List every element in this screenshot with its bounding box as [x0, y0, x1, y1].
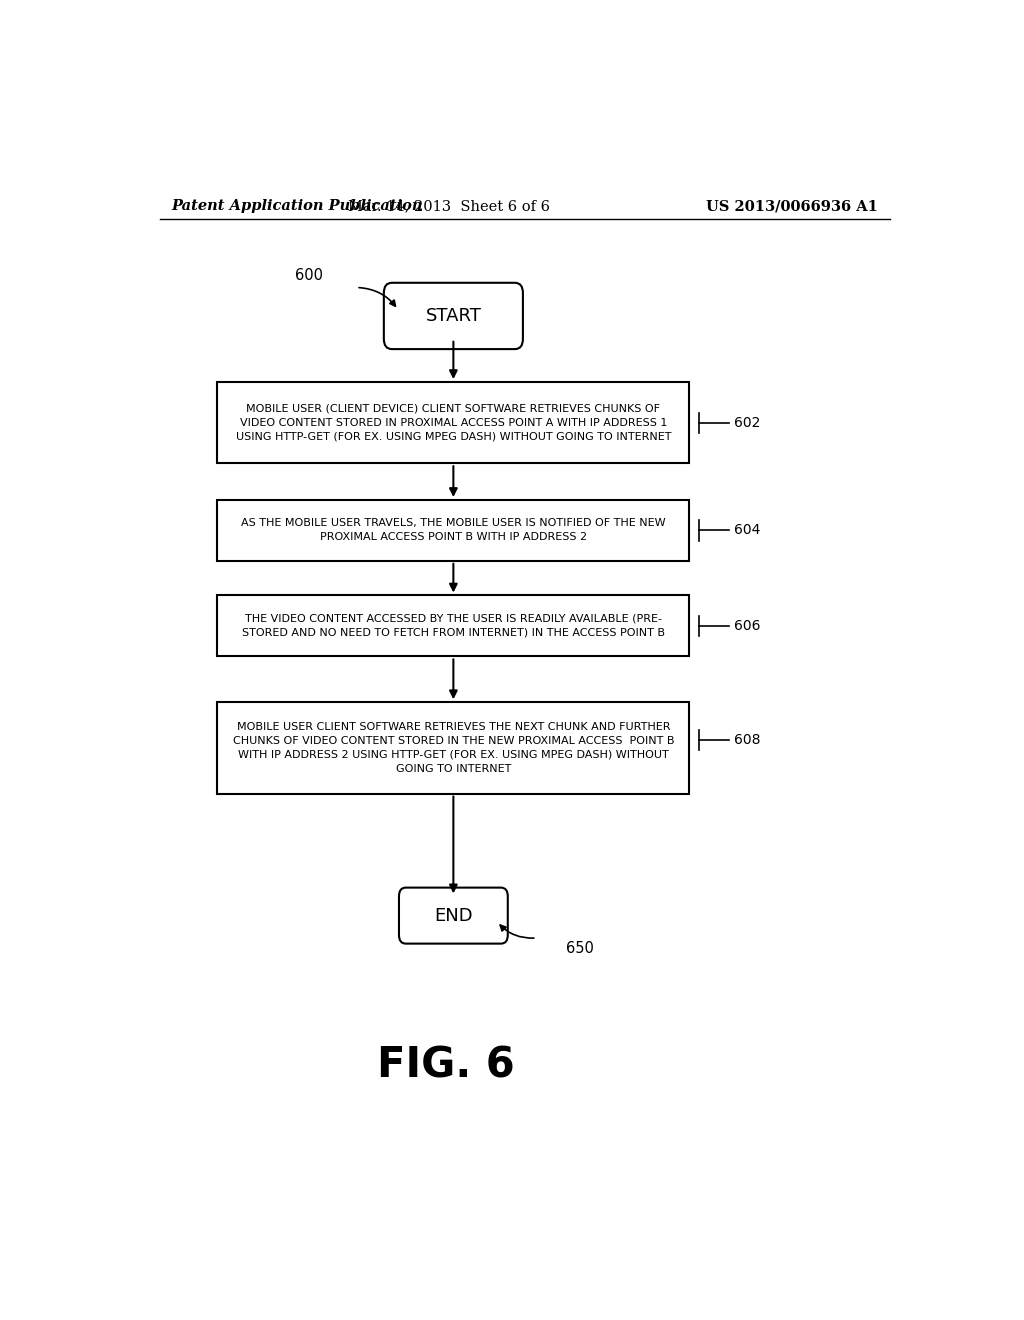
Text: 600: 600 — [295, 268, 323, 282]
Text: THE VIDEO CONTENT ACCESSED BY THE USER IS READILY AVAILABLE (PRE-
STORED AND NO : THE VIDEO CONTENT ACCESSED BY THE USER I… — [242, 614, 665, 638]
Text: 608: 608 — [734, 733, 761, 747]
Text: AS THE MOBILE USER TRAVELS, THE MOBILE USER IS NOTIFIED OF THE NEW
PROXIMAL ACCE: AS THE MOBILE USER TRAVELS, THE MOBILE U… — [241, 519, 666, 543]
Bar — [217, 595, 689, 656]
Text: 650: 650 — [566, 941, 594, 956]
Text: 602: 602 — [734, 416, 760, 430]
Bar — [217, 500, 689, 561]
Text: US 2013/0066936 A1: US 2013/0066936 A1 — [707, 199, 878, 213]
Text: MOBILE USER (CLIENT DEVICE) CLIENT SOFTWARE RETRIEVES CHUNKS OF
VIDEO CONTENT ST: MOBILE USER (CLIENT DEVICE) CLIENT SOFTW… — [236, 404, 671, 442]
Text: START: START — [425, 308, 481, 325]
Text: Patent Application Publication: Patent Application Publication — [172, 199, 423, 213]
Text: Mar. 14, 2013  Sheet 6 of 6: Mar. 14, 2013 Sheet 6 of 6 — [348, 199, 551, 213]
FancyBboxPatch shape — [384, 282, 523, 348]
Text: MOBILE USER CLIENT SOFTWARE RETRIEVES THE NEXT CHUNK AND FURTHER
CHUNKS OF VIDEO: MOBILE USER CLIENT SOFTWARE RETRIEVES TH… — [232, 722, 674, 774]
Text: FIG. 6: FIG. 6 — [377, 1044, 514, 1086]
Text: 606: 606 — [734, 619, 761, 634]
FancyBboxPatch shape — [399, 887, 508, 944]
Bar — [217, 702, 689, 793]
Bar — [217, 381, 689, 463]
Text: 604: 604 — [734, 524, 760, 537]
Text: END: END — [434, 907, 473, 924]
